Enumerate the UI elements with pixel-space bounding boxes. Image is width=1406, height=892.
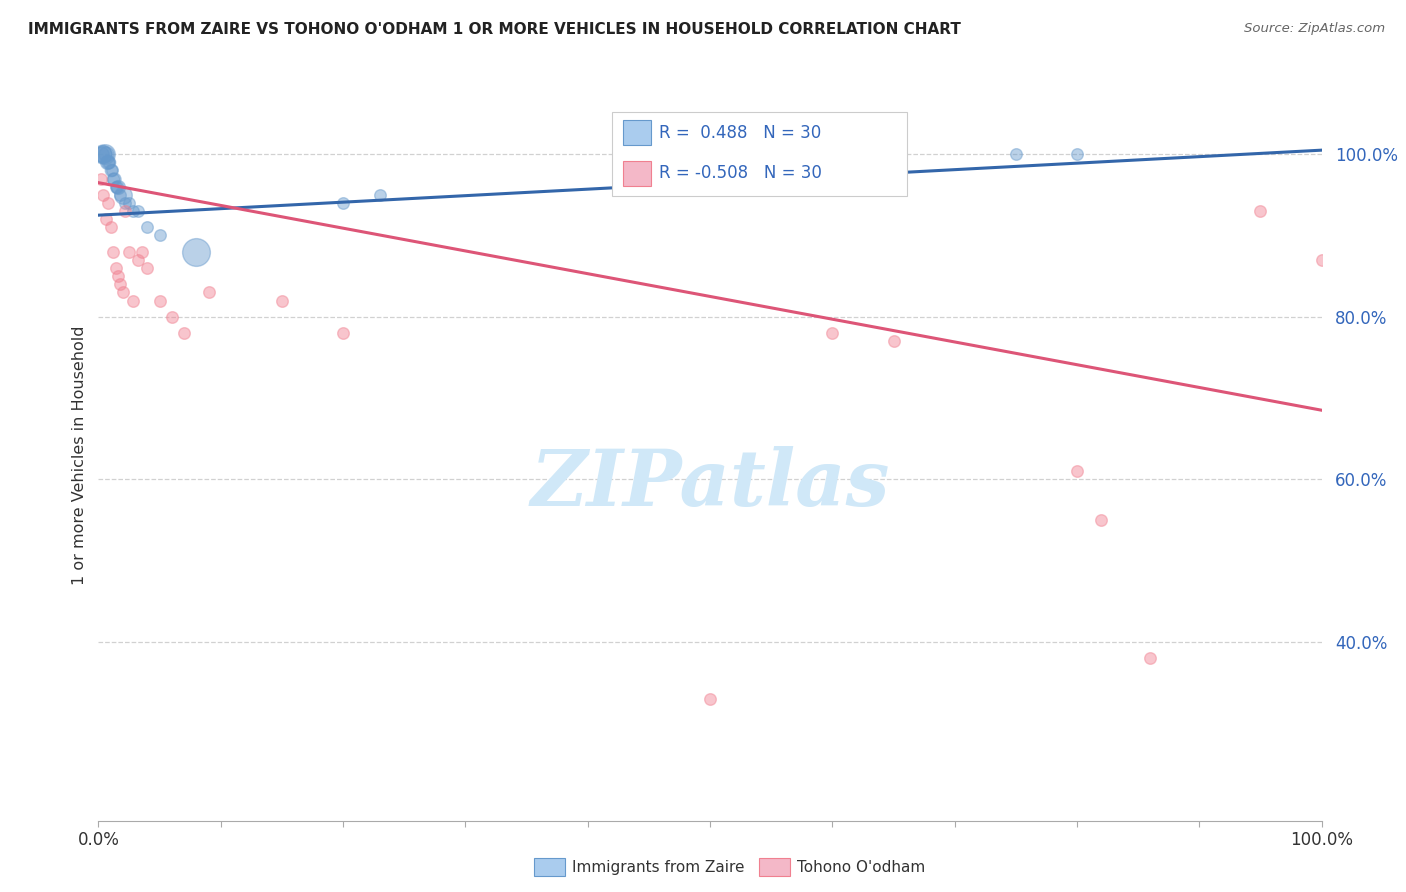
Point xyxy=(270,293,294,308)
Text: IMMIGRANTS FROM ZAIRE VS TOHONO O'ODHAM 1 OR MORE VEHICLES IN HOUSEHOLD CORRELAT: IMMIGRANTS FROM ZAIRE VS TOHONO O'ODHAM … xyxy=(28,22,960,37)
Point xyxy=(91,147,114,161)
Point xyxy=(1066,464,1088,478)
Point xyxy=(1090,513,1112,527)
Point xyxy=(821,326,844,340)
Point xyxy=(97,196,120,211)
Point xyxy=(1066,147,1088,161)
Point xyxy=(160,310,183,324)
Text: Source: ZipAtlas.com: Source: ZipAtlas.com xyxy=(1244,22,1385,36)
Point xyxy=(1004,147,1026,161)
Point xyxy=(127,252,149,267)
Point xyxy=(105,179,128,194)
Point xyxy=(111,285,134,300)
Text: R =  0.488   N = 30: R = 0.488 N = 30 xyxy=(659,124,821,142)
Point xyxy=(97,155,120,169)
Text: Immigrants from Zaire: Immigrants from Zaire xyxy=(572,860,745,874)
Point xyxy=(149,293,172,308)
Point xyxy=(114,204,136,219)
Point xyxy=(100,220,122,235)
Point xyxy=(118,244,141,259)
Point xyxy=(94,212,117,227)
Point xyxy=(131,244,153,259)
Point xyxy=(149,228,172,243)
Point xyxy=(136,260,159,275)
Point xyxy=(101,171,124,186)
Point xyxy=(91,187,114,202)
Point xyxy=(103,171,125,186)
Point xyxy=(94,147,117,161)
Point xyxy=(821,147,844,161)
Point xyxy=(197,285,219,300)
Y-axis label: 1 or more Vehicles in Household: 1 or more Vehicles in Household xyxy=(72,326,87,584)
Text: ZIPatlas: ZIPatlas xyxy=(530,446,890,523)
Point xyxy=(1249,204,1271,219)
Point xyxy=(91,147,114,161)
Point xyxy=(110,187,132,202)
Point xyxy=(110,277,132,292)
Text: Tohono O'odham: Tohono O'odham xyxy=(797,860,925,874)
Point xyxy=(101,163,124,178)
Point xyxy=(332,196,354,211)
Point xyxy=(1139,651,1161,665)
Point xyxy=(107,179,129,194)
Point xyxy=(883,334,905,348)
Point xyxy=(127,204,149,219)
Point xyxy=(111,187,134,202)
Point xyxy=(136,220,159,235)
Point xyxy=(96,155,118,169)
Point xyxy=(101,244,124,259)
Point xyxy=(100,163,122,178)
Point xyxy=(121,204,143,219)
Point xyxy=(98,155,121,169)
Point xyxy=(699,691,721,706)
Point xyxy=(90,147,112,161)
Point xyxy=(104,179,127,194)
Point xyxy=(121,293,143,308)
Point xyxy=(761,147,783,161)
Text: R = -0.508   N = 30: R = -0.508 N = 30 xyxy=(659,164,823,182)
Point xyxy=(1310,252,1333,267)
Point xyxy=(173,326,195,340)
Point xyxy=(93,147,115,161)
Point xyxy=(107,269,129,284)
Point xyxy=(104,260,127,275)
Point xyxy=(186,244,208,259)
Point xyxy=(90,171,112,186)
Point xyxy=(114,196,136,211)
Point xyxy=(118,196,141,211)
Point xyxy=(368,187,391,202)
Point xyxy=(332,326,354,340)
